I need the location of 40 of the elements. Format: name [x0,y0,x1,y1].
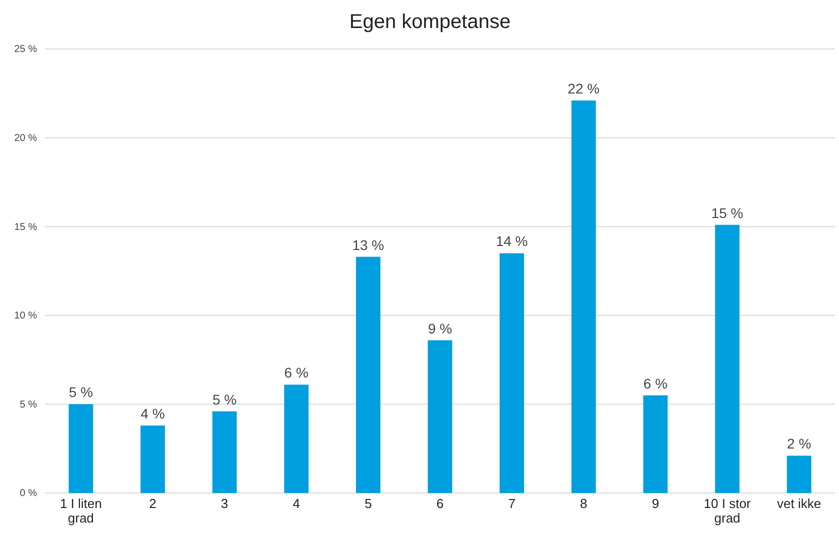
x-tick-label: 1 I liten grad [60,496,102,526]
x-tick-label: 7 [508,496,516,512]
x-tick-label: 8 [580,496,588,512]
x-tick-label: 2 [149,496,156,512]
y-tick-label: 20 % [14,133,38,144]
x-tick-label: 5 [364,496,372,512]
data-label: 4 % [140,406,165,422]
y-tick-label: 0 % [20,488,38,500]
data-label: 6 % [284,364,308,381]
data-label: 22 % [568,80,600,97]
data-label: 9 % [428,320,452,336]
data-label: 13 % [352,236,384,253]
bar [428,340,452,493]
data-label: 5 % [212,391,237,408]
bar [356,256,380,493]
y-tick-label: 5 % [20,399,38,410]
y-tick-label: 25 % [14,44,38,56]
y-tick-label: 10 % [14,310,38,322]
x-tick-label: 10 I stor grad [704,496,752,526]
data-label: 2 % [787,436,812,452]
x-tick-label: 3 [220,496,228,512]
bar [500,253,524,493]
data-label: 6 % [643,375,668,392]
data-label: 15 % [711,204,744,221]
y-tick-label: 15 % [14,222,38,233]
data-label: 5 % [68,384,93,400]
chart-title: Egen kompetanse [349,11,511,33]
bar [715,224,740,493]
x-tick-label: 4 [292,496,300,512]
bar [68,404,94,493]
bar [786,456,812,493]
bar [212,411,237,493]
x-tick-label: 9 [652,496,660,512]
bar [643,395,668,493]
bar [571,100,596,493]
bar [140,426,165,493]
data-label: 14 % [496,233,528,250]
x-tick-label: vet ikke [777,496,822,512]
x-tick-label: 6 [436,496,444,512]
bar [284,384,309,493]
